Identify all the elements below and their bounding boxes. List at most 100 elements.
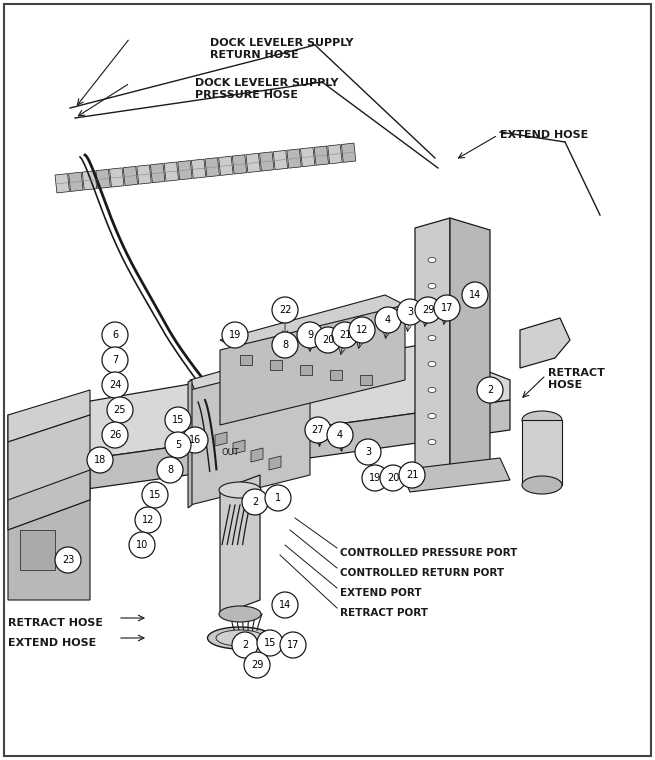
Text: 24: 24 xyxy=(109,380,121,390)
Polygon shape xyxy=(8,400,510,500)
Polygon shape xyxy=(328,144,342,164)
Text: CONTROLLED RETURN PORT: CONTROLLED RETURN PORT xyxy=(340,568,504,578)
Circle shape xyxy=(415,297,441,323)
Circle shape xyxy=(327,422,353,448)
Polygon shape xyxy=(233,440,245,454)
Circle shape xyxy=(102,322,128,348)
Text: 5: 5 xyxy=(175,440,181,450)
Polygon shape xyxy=(137,165,151,184)
Circle shape xyxy=(222,322,248,348)
Polygon shape xyxy=(190,350,310,390)
Circle shape xyxy=(272,592,298,618)
Polygon shape xyxy=(220,295,405,350)
Ellipse shape xyxy=(522,476,562,494)
Polygon shape xyxy=(450,218,490,475)
Text: 15: 15 xyxy=(264,638,276,648)
Circle shape xyxy=(142,482,168,508)
Polygon shape xyxy=(301,147,315,166)
Text: 20: 20 xyxy=(322,335,334,345)
Text: 9: 9 xyxy=(307,330,313,340)
Text: 21: 21 xyxy=(406,470,418,480)
Text: 8: 8 xyxy=(167,465,173,475)
Circle shape xyxy=(265,485,291,511)
Text: RETRACT PORT: RETRACT PORT xyxy=(340,608,428,618)
Text: 15: 15 xyxy=(172,415,184,425)
Polygon shape xyxy=(8,390,90,442)
Circle shape xyxy=(102,347,128,373)
Circle shape xyxy=(157,457,183,483)
Ellipse shape xyxy=(428,362,436,366)
Bar xyxy=(330,370,342,380)
Ellipse shape xyxy=(428,335,436,340)
Text: 2: 2 xyxy=(252,497,258,507)
Polygon shape xyxy=(269,456,281,470)
Text: 12: 12 xyxy=(142,515,154,525)
Circle shape xyxy=(399,462,425,488)
Polygon shape xyxy=(8,415,90,530)
Text: 21: 21 xyxy=(339,330,351,340)
Circle shape xyxy=(434,295,460,321)
Circle shape xyxy=(242,489,268,515)
Circle shape xyxy=(135,507,161,533)
Text: 6: 6 xyxy=(112,330,118,340)
Bar xyxy=(522,420,562,485)
Text: 16: 16 xyxy=(189,435,201,445)
Circle shape xyxy=(232,632,258,658)
Circle shape xyxy=(129,532,155,558)
Text: OUT: OUT xyxy=(222,448,240,457)
Circle shape xyxy=(380,465,406,491)
Bar xyxy=(270,360,282,370)
Circle shape xyxy=(297,322,323,348)
Polygon shape xyxy=(69,173,83,192)
Text: 10: 10 xyxy=(136,540,148,550)
Circle shape xyxy=(397,299,423,325)
Text: 2: 2 xyxy=(487,385,493,395)
Ellipse shape xyxy=(219,606,261,622)
Circle shape xyxy=(349,317,375,343)
Text: 17: 17 xyxy=(287,640,299,650)
Circle shape xyxy=(477,377,503,403)
Polygon shape xyxy=(8,500,90,600)
Polygon shape xyxy=(233,155,247,174)
Ellipse shape xyxy=(428,283,436,289)
Bar xyxy=(240,355,252,365)
Circle shape xyxy=(462,282,488,308)
Circle shape xyxy=(107,397,133,423)
Polygon shape xyxy=(219,157,233,176)
Text: 15: 15 xyxy=(149,490,161,500)
Ellipse shape xyxy=(428,439,436,445)
Polygon shape xyxy=(415,218,450,480)
Polygon shape xyxy=(109,168,124,187)
Polygon shape xyxy=(8,345,510,470)
Polygon shape xyxy=(164,162,179,182)
Polygon shape xyxy=(220,475,260,615)
Text: 2: 2 xyxy=(242,640,248,650)
Polygon shape xyxy=(55,174,69,193)
Polygon shape xyxy=(151,163,165,182)
Ellipse shape xyxy=(522,411,562,429)
Text: 14: 14 xyxy=(469,290,481,300)
Polygon shape xyxy=(178,160,192,180)
Text: 19: 19 xyxy=(369,473,381,483)
Polygon shape xyxy=(215,432,227,446)
Text: 14: 14 xyxy=(279,600,291,610)
Text: 1: 1 xyxy=(275,493,281,503)
Text: 29: 29 xyxy=(251,660,263,670)
Circle shape xyxy=(102,422,128,448)
Polygon shape xyxy=(251,448,263,462)
Text: 18: 18 xyxy=(94,455,106,465)
Text: 3: 3 xyxy=(365,447,371,457)
Polygon shape xyxy=(190,360,310,505)
Circle shape xyxy=(305,417,331,443)
Polygon shape xyxy=(400,458,510,492)
Bar xyxy=(360,375,372,385)
Text: 22: 22 xyxy=(279,305,291,315)
Circle shape xyxy=(102,372,128,398)
Circle shape xyxy=(244,652,270,678)
Text: 29: 29 xyxy=(422,305,434,315)
Text: 17: 17 xyxy=(441,303,453,313)
Text: RETRACT
HOSE: RETRACT HOSE xyxy=(548,368,605,390)
Circle shape xyxy=(362,465,388,491)
Polygon shape xyxy=(220,305,405,425)
Ellipse shape xyxy=(219,482,261,498)
